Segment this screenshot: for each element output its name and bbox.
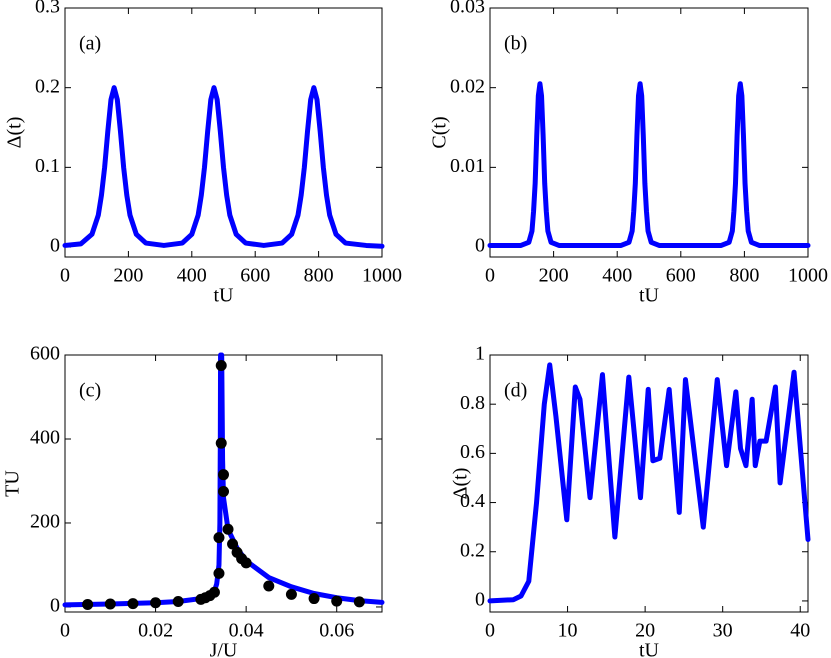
data-point [240,557,252,569]
y-tick-label: 0 [475,589,485,611]
y-axis-label: TU [2,470,24,497]
x-tick-label: 400 [602,265,632,287]
x-tick-label: 0.02 [138,620,173,642]
y-tick-label: 0.02 [450,75,485,97]
x-tick-label: 0.04 [229,620,264,642]
y-tick-label: 600 [30,343,60,365]
data-point [127,598,139,610]
panel-label: (c) [79,380,101,402]
data-point [150,597,162,609]
data-point [263,580,275,592]
panel-label: (b) [504,33,527,55]
data-point [218,485,229,497]
y-tick-label: 0.1 [35,155,60,177]
y-tick-label: 0.01 [450,155,485,177]
x-axis-label: tU [639,285,660,307]
x-tick-label: 400 [177,265,207,287]
x-tick-label: 0.06 [319,620,354,642]
data-point [285,588,297,600]
y-tick-label: 0.6 [460,441,485,463]
data-point [227,538,239,550]
x-tick-label: 600 [666,265,696,287]
x-tick-label: 800 [304,265,334,287]
x-tick-label: 200 [539,265,569,287]
data-point [172,596,184,608]
y-tick-label: 400 [30,427,60,449]
data-point [331,595,343,607]
data-point [213,532,225,544]
y-tick-label: 0 [50,595,60,617]
y-tick-label: 200 [30,511,60,533]
y-tick-label: 0.4 [460,490,485,512]
axes-box [64,7,383,258]
x-tick-label: 1000 [362,265,402,287]
data-line [487,81,811,248]
axes-box [489,354,809,613]
y-tick-label: 0.3 [35,0,60,18]
panel-label: (a) [79,33,101,55]
y-axis-label: Δ(t) [4,117,26,149]
x-tick-label: 20 [635,620,655,642]
x-tick-label: 0 [60,620,70,642]
data-point [308,593,320,605]
data-point [218,469,229,481]
x-tick-label: 40 [790,620,810,642]
x-axis-label: tU [214,285,235,307]
x-tick-label: 10 [558,620,578,642]
y-tick-label: 0.2 [35,75,60,97]
y-axis-label: Δ(t) [450,468,472,500]
y-tick-label: 0 [475,235,485,257]
data-point [213,567,225,579]
y-tick-label: 0.03 [450,0,485,18]
x-axis-label: tU [639,640,660,658]
x-tick-label: 600 [240,265,270,287]
data-line [62,85,385,249]
x-tick-label: 1000 [788,265,828,287]
data-point [222,523,234,535]
data-point [104,598,116,610]
data-line [487,362,811,604]
x-tick-label: 0 [485,620,495,642]
y-tick-label: 0.2 [460,539,485,561]
panel-label: (d) [504,380,527,402]
y-tick-label: 1 [475,343,485,365]
data-point [353,596,365,608]
x-tick-label: 200 [113,265,143,287]
y-axis-label: C(t) [429,116,451,148]
x-tick-label: 0 [485,265,495,287]
x-axis-label: J/U [210,640,238,658]
axes-box [489,7,809,258]
data-point [82,598,94,610]
data-point [215,437,227,449]
x-tick-label: 0 [60,265,70,287]
y-tick-label: 0.8 [460,392,485,414]
x-tick-label: 30 [713,620,733,642]
x-tick-label: 800 [729,265,759,287]
y-tick-label: 0 [50,235,60,257]
data-point [215,359,227,371]
data-point [208,586,220,598]
